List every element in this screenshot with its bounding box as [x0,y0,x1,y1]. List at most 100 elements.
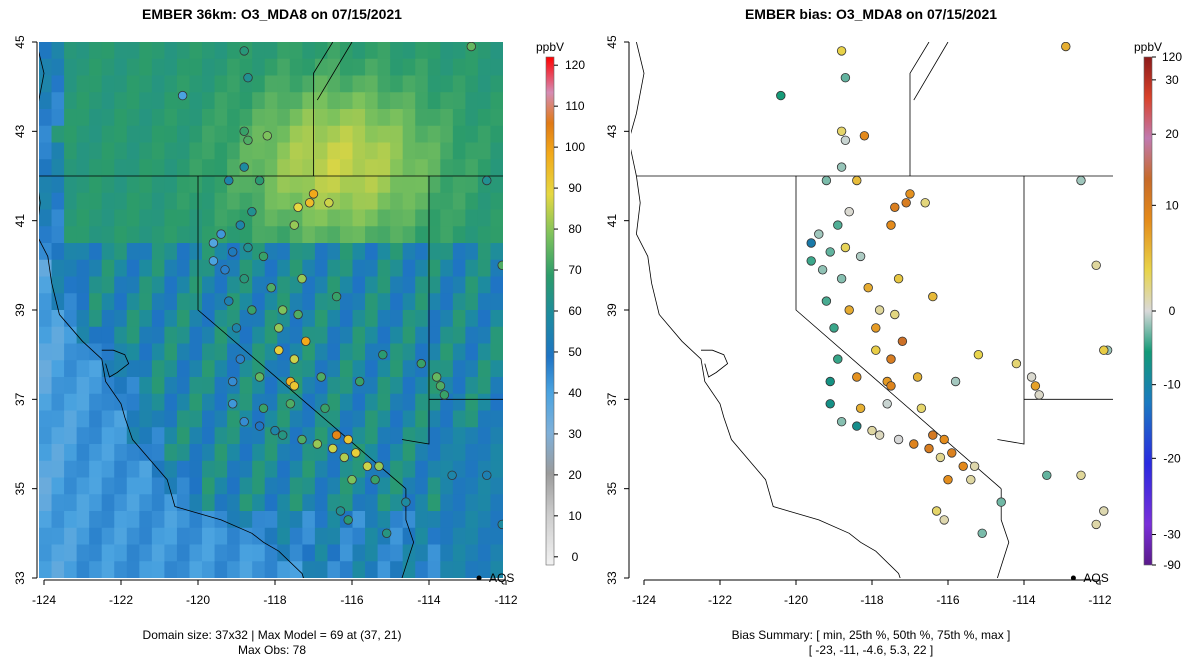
model-cell [76,377,90,395]
bay-outline [101,349,130,378]
model-cell [465,209,479,227]
model-cell [139,259,153,278]
model-cell [114,125,128,144]
station-marker [893,434,904,445]
station-marker [840,242,851,253]
model-cell [189,544,203,562]
station-marker [931,506,942,516]
model-cell [151,360,166,378]
model-cell [214,561,228,578]
model-cell [64,393,78,412]
model-cell [465,243,479,261]
model-cell [440,377,454,395]
model-cell [352,209,366,227]
model-cell [452,109,466,127]
model-cell [89,561,103,578]
model-cell [339,125,354,144]
model-cell [39,477,53,495]
model-cell [139,527,153,546]
model-cell [327,360,341,378]
model-cell [64,293,78,311]
model-cell [64,58,78,77]
model-cell [39,561,53,578]
model-cell [390,427,404,445]
model-cell [314,259,329,278]
model-cell [239,58,253,77]
model-cell [39,360,53,378]
model-cell [139,125,153,144]
model-cell [252,259,266,278]
model-cell [402,460,416,479]
model-cell [277,561,291,578]
model-cell [289,293,303,311]
station-marker [224,175,234,186]
model-cell [164,58,178,77]
model-cell [490,142,503,160]
model-cell [64,444,78,462]
model-cell [239,377,253,395]
model-cell [377,360,391,378]
model-cell [277,460,291,479]
model-cell [252,494,266,512]
station-marker [227,399,238,409]
station-marker [506,346,515,355]
model-cell [352,92,366,110]
model-cell [352,243,366,261]
model-cell [114,226,128,244]
model-cell [139,58,153,77]
model-cell [339,243,354,261]
model-cell [440,92,454,110]
model-cell [277,226,291,244]
station-marker [859,131,870,141]
model-cell [289,544,303,562]
model-cell [427,326,441,345]
model-cell [339,276,354,294]
model-cell [352,58,366,77]
model-cell [427,58,441,77]
model-cell [452,393,466,412]
model-cell [89,511,103,529]
model-cell [477,343,492,361]
model-cell [101,293,115,311]
model-cell [39,92,53,110]
model-cell [76,561,90,578]
model-cell [76,527,90,546]
model-cell [264,360,278,378]
model-cell [214,142,228,160]
model-cell [314,176,329,194]
model-cell [302,460,316,479]
model-cell [51,75,65,93]
model-cell [176,125,191,144]
model-cell [227,159,241,177]
station-marker [852,421,862,431]
model-cell [377,444,391,462]
model-cell [477,92,492,110]
model-cell [264,444,278,462]
model-cell [51,293,65,311]
model-cell [126,360,140,378]
model-cell [452,142,466,160]
model-cell [151,42,166,60]
station-marker [977,528,987,539]
model-cell [101,511,115,529]
model-cell [151,226,166,244]
model-cell [277,410,291,428]
model-cell [139,477,153,495]
model-cell [452,226,466,244]
station-marker [305,198,315,208]
model-cell [289,226,303,244]
model-cell [214,527,228,546]
model-cell [189,477,203,495]
model-cell [465,460,479,479]
model-cell [89,75,103,93]
station-marker [247,206,257,217]
station-marker [447,470,457,481]
model-cell [277,310,291,328]
model-cell [327,511,341,529]
model-cell [76,293,90,311]
model-cell [89,427,103,445]
model-cell [302,444,316,462]
model-cell [126,494,140,512]
model-cell [239,561,253,578]
station-marker [227,247,238,257]
